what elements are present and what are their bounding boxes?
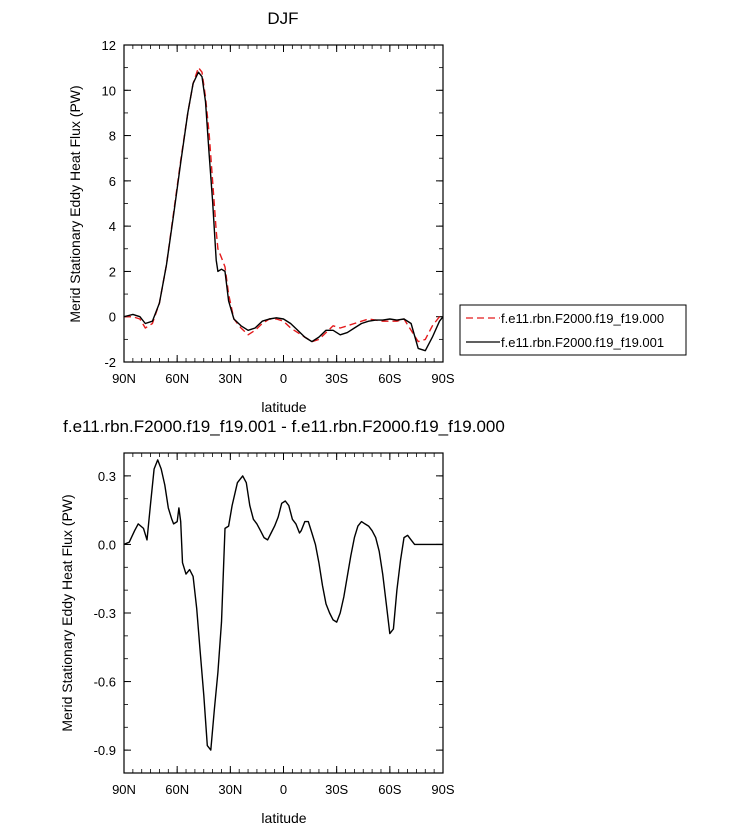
legend-box xyxy=(459,304,687,356)
series-line-0 xyxy=(124,66,443,343)
x-axis-label: latitude xyxy=(261,399,306,415)
x-tick-label: 90S xyxy=(431,371,454,386)
legend: f.e11.rbn.F2000.f19_f19.000 f.e11.rbn.F2… xyxy=(459,304,687,356)
x-tick-label: 60S xyxy=(378,371,401,386)
x-tick-label: 0 xyxy=(280,782,287,797)
y-tick-label: 12 xyxy=(102,38,116,53)
y-tick-label: -0.3 xyxy=(94,606,116,621)
y-tick-label: 6 xyxy=(109,174,116,189)
x-tick-label: 60N xyxy=(165,782,189,797)
y-tick-label: 0 xyxy=(109,310,116,325)
series-lines xyxy=(123,459,443,751)
y-tick-label: -0.9 xyxy=(94,743,116,758)
x-tick-label: 30S xyxy=(325,371,348,386)
y-tick-label: 4 xyxy=(109,219,116,234)
x-tick-label: 30S xyxy=(325,782,348,797)
axis-ticks xyxy=(123,44,444,363)
series-line-1 xyxy=(123,71,444,352)
x-tick-label: 60S xyxy=(378,782,401,797)
y-tick-labels: -0.9 -0.6 -0.3 0.0 0.3 xyxy=(94,469,116,758)
y-axis-label: Merid Stationary Eddy Heat Flux (PW) xyxy=(59,494,75,731)
y-tick-label: -0.6 xyxy=(94,675,116,690)
x-axis-label: latitude xyxy=(261,810,306,826)
plot-frame xyxy=(123,44,444,363)
legend-label-series-0: f.e11.rbn.F2000.f19_f19.000 xyxy=(501,311,664,326)
y-axis-label: Merid Stationary Eddy Heat Flux (PW) xyxy=(67,85,83,322)
x-tick-label: 30N xyxy=(218,371,242,386)
y-tick-label: -2 xyxy=(104,355,116,370)
chart-title: f.e11.rbn.F2000.f19_f19.001 - f.e11.rbn.… xyxy=(63,417,505,436)
series-lines xyxy=(123,66,444,352)
y-tick-label: 8 xyxy=(109,129,116,144)
x-tick-label: 90N xyxy=(112,371,136,386)
legend-label-series-1: f.e11.rbn.F2000.f19_f19.001 xyxy=(501,335,664,350)
x-tick-label: 30N xyxy=(218,782,242,797)
axis-ticks xyxy=(123,452,444,774)
series-line-0 xyxy=(123,459,443,751)
y-tick-label: 2 xyxy=(109,264,116,279)
y-tick-label: 10 xyxy=(102,83,116,98)
y-tick-label: 0.3 xyxy=(98,469,116,484)
panel-difference: f.e11.rbn.F2000.f19_f19.001 - f.e11.rbn.… xyxy=(59,417,505,826)
y-tick-label: 0.0 xyxy=(98,537,116,552)
x-tick-label: 0 xyxy=(280,371,287,386)
x-tick-label: 90S xyxy=(431,782,454,797)
x-tick-labels: 90N 60N 30N 0 30S 60S 90S xyxy=(112,371,455,386)
panel-djf: DJF -2 0 2 4 6 8 10 12 90N 60N 30N 0 30S 60S 90S lati… xyxy=(67,9,687,415)
y-tick-labels: -2 0 2 4 6 8 10 12 xyxy=(102,38,116,370)
x-tick-labels: 90N 60N 30N 0 30S 60S 90S xyxy=(112,782,455,797)
x-tick-label: 90N xyxy=(112,782,136,797)
x-tick-label: 60N xyxy=(165,371,189,386)
chart-title: DJF xyxy=(267,9,298,28)
